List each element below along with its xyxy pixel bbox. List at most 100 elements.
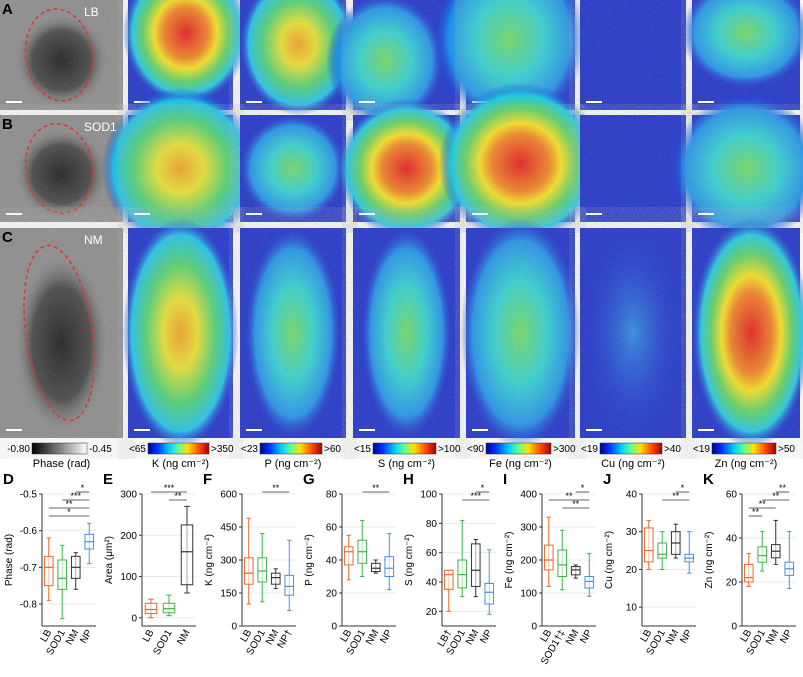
significance-label: ** xyxy=(672,491,680,501)
image-panel xyxy=(670,93,803,244)
significance-label: ** xyxy=(272,483,280,493)
colorbar-max: >60 xyxy=(324,444,341,455)
image-panel xyxy=(353,228,460,438)
y-tick-label: 100 xyxy=(120,572,137,583)
x-tick-label: NP† xyxy=(276,628,295,650)
colorbar xyxy=(372,442,437,455)
x-tick-label: NP xyxy=(578,628,595,646)
box xyxy=(384,556,395,578)
colorbar-label: S (ng cm⁻²) xyxy=(378,458,435,470)
texture xyxy=(0,228,123,438)
colorbar xyxy=(147,442,210,455)
significance-label: *** xyxy=(470,491,481,501)
box xyxy=(162,602,176,614)
y-tick-label: 60 xyxy=(326,523,338,534)
box xyxy=(270,572,281,585)
colorbar-max: >50 xyxy=(778,444,795,455)
image-panel xyxy=(580,115,686,222)
y-tick-label: 40 xyxy=(326,556,338,567)
x-tick-label: LB xyxy=(239,628,255,644)
image-panel xyxy=(240,228,346,438)
box xyxy=(457,559,468,589)
colorbar-max: -0.45 xyxy=(89,444,112,455)
colorbar-min: <15 xyxy=(354,444,371,455)
texture xyxy=(692,0,800,110)
y-tick-label: -0.5 xyxy=(20,490,38,501)
y-tick-label: 0 xyxy=(531,622,537,633)
box xyxy=(43,555,54,587)
y-tick-label: 600 xyxy=(220,490,237,501)
y-tick-label: 300 xyxy=(520,523,537,534)
box xyxy=(757,546,768,563)
box xyxy=(470,543,481,587)
colorbar-min: -0.80 xyxy=(7,444,30,455)
colorbar-max: >300 xyxy=(553,444,576,455)
significance-label: *** xyxy=(164,483,175,493)
x-tick-label: SOD1 xyxy=(151,628,174,657)
x-tick-label: LB xyxy=(141,628,157,644)
significance-label: * xyxy=(681,483,685,493)
significance-label: * xyxy=(581,483,585,493)
box xyxy=(743,563,754,583)
image-panel xyxy=(460,217,581,449)
x-tick-label: NM xyxy=(175,628,192,647)
x-tick-label: NP xyxy=(378,628,395,646)
texture xyxy=(128,115,233,222)
colorbar-max: >40 xyxy=(664,444,681,455)
box xyxy=(343,546,354,566)
y-tick-label: 0 xyxy=(131,613,137,624)
panel-letter: G xyxy=(303,471,315,488)
y-tick-label: -0.7 xyxy=(20,563,38,574)
y-tick-label: 200 xyxy=(520,556,537,567)
y-tick-label: 20 xyxy=(426,607,438,618)
colorbar xyxy=(259,442,323,455)
significance-label: ** xyxy=(65,499,73,509)
panel-letter: B xyxy=(2,116,13,133)
y-tick-label: 40 xyxy=(726,534,738,545)
box xyxy=(144,602,158,615)
colorbar xyxy=(485,442,552,455)
x-tick-label: LB xyxy=(639,628,655,644)
texture xyxy=(580,0,686,110)
colorbar-min: <19 xyxy=(581,444,598,455)
x-tick-label: LB xyxy=(39,628,55,644)
significance-label: ** xyxy=(572,499,580,509)
y-tick-label: 100 xyxy=(520,589,537,600)
significance-label: * xyxy=(481,483,485,493)
panel-letter: C xyxy=(2,229,13,246)
colorbar xyxy=(711,442,777,455)
colorbar-min: <23 xyxy=(241,444,258,455)
colorbar-min: <90 xyxy=(467,444,484,455)
colorbar-label: Cu (ng cm⁻²) xyxy=(601,458,665,470)
y-tick-label: -0.6 xyxy=(20,526,38,537)
y-tick-label: 10 xyxy=(626,603,638,614)
y-tick-label: 80 xyxy=(326,490,338,501)
significance-label: * xyxy=(67,507,71,517)
image-panel xyxy=(0,0,123,110)
y-tick-label: 80 xyxy=(426,519,438,530)
y-tick-label: 60 xyxy=(726,490,738,501)
colorbar-label: Fe (ng cm⁻²) xyxy=(489,458,552,470)
y-tick-label: 20 xyxy=(626,565,638,576)
texture xyxy=(580,115,686,222)
significance-label: ** xyxy=(372,483,380,493)
x-tick-label: NP xyxy=(778,628,795,646)
image-panel xyxy=(122,217,239,449)
significance-label: ** xyxy=(779,483,787,493)
y-tick-label: 450 xyxy=(220,523,237,534)
y-tick-label: 300 xyxy=(120,490,137,501)
y-tick-label: 0 xyxy=(731,622,737,633)
box xyxy=(370,562,381,573)
y-tick-label: -0.8 xyxy=(20,600,38,611)
colorbar xyxy=(599,442,663,455)
colorbar-label: Phase (rad) xyxy=(33,458,90,470)
image-panel xyxy=(681,0,803,110)
box xyxy=(257,557,268,583)
box xyxy=(243,557,254,585)
y-tick-label: 60 xyxy=(426,548,438,559)
box xyxy=(570,566,581,576)
significance-label: ** xyxy=(772,491,780,501)
y-tick-label: 100 xyxy=(420,490,437,501)
significance-label: *** xyxy=(70,491,81,501)
